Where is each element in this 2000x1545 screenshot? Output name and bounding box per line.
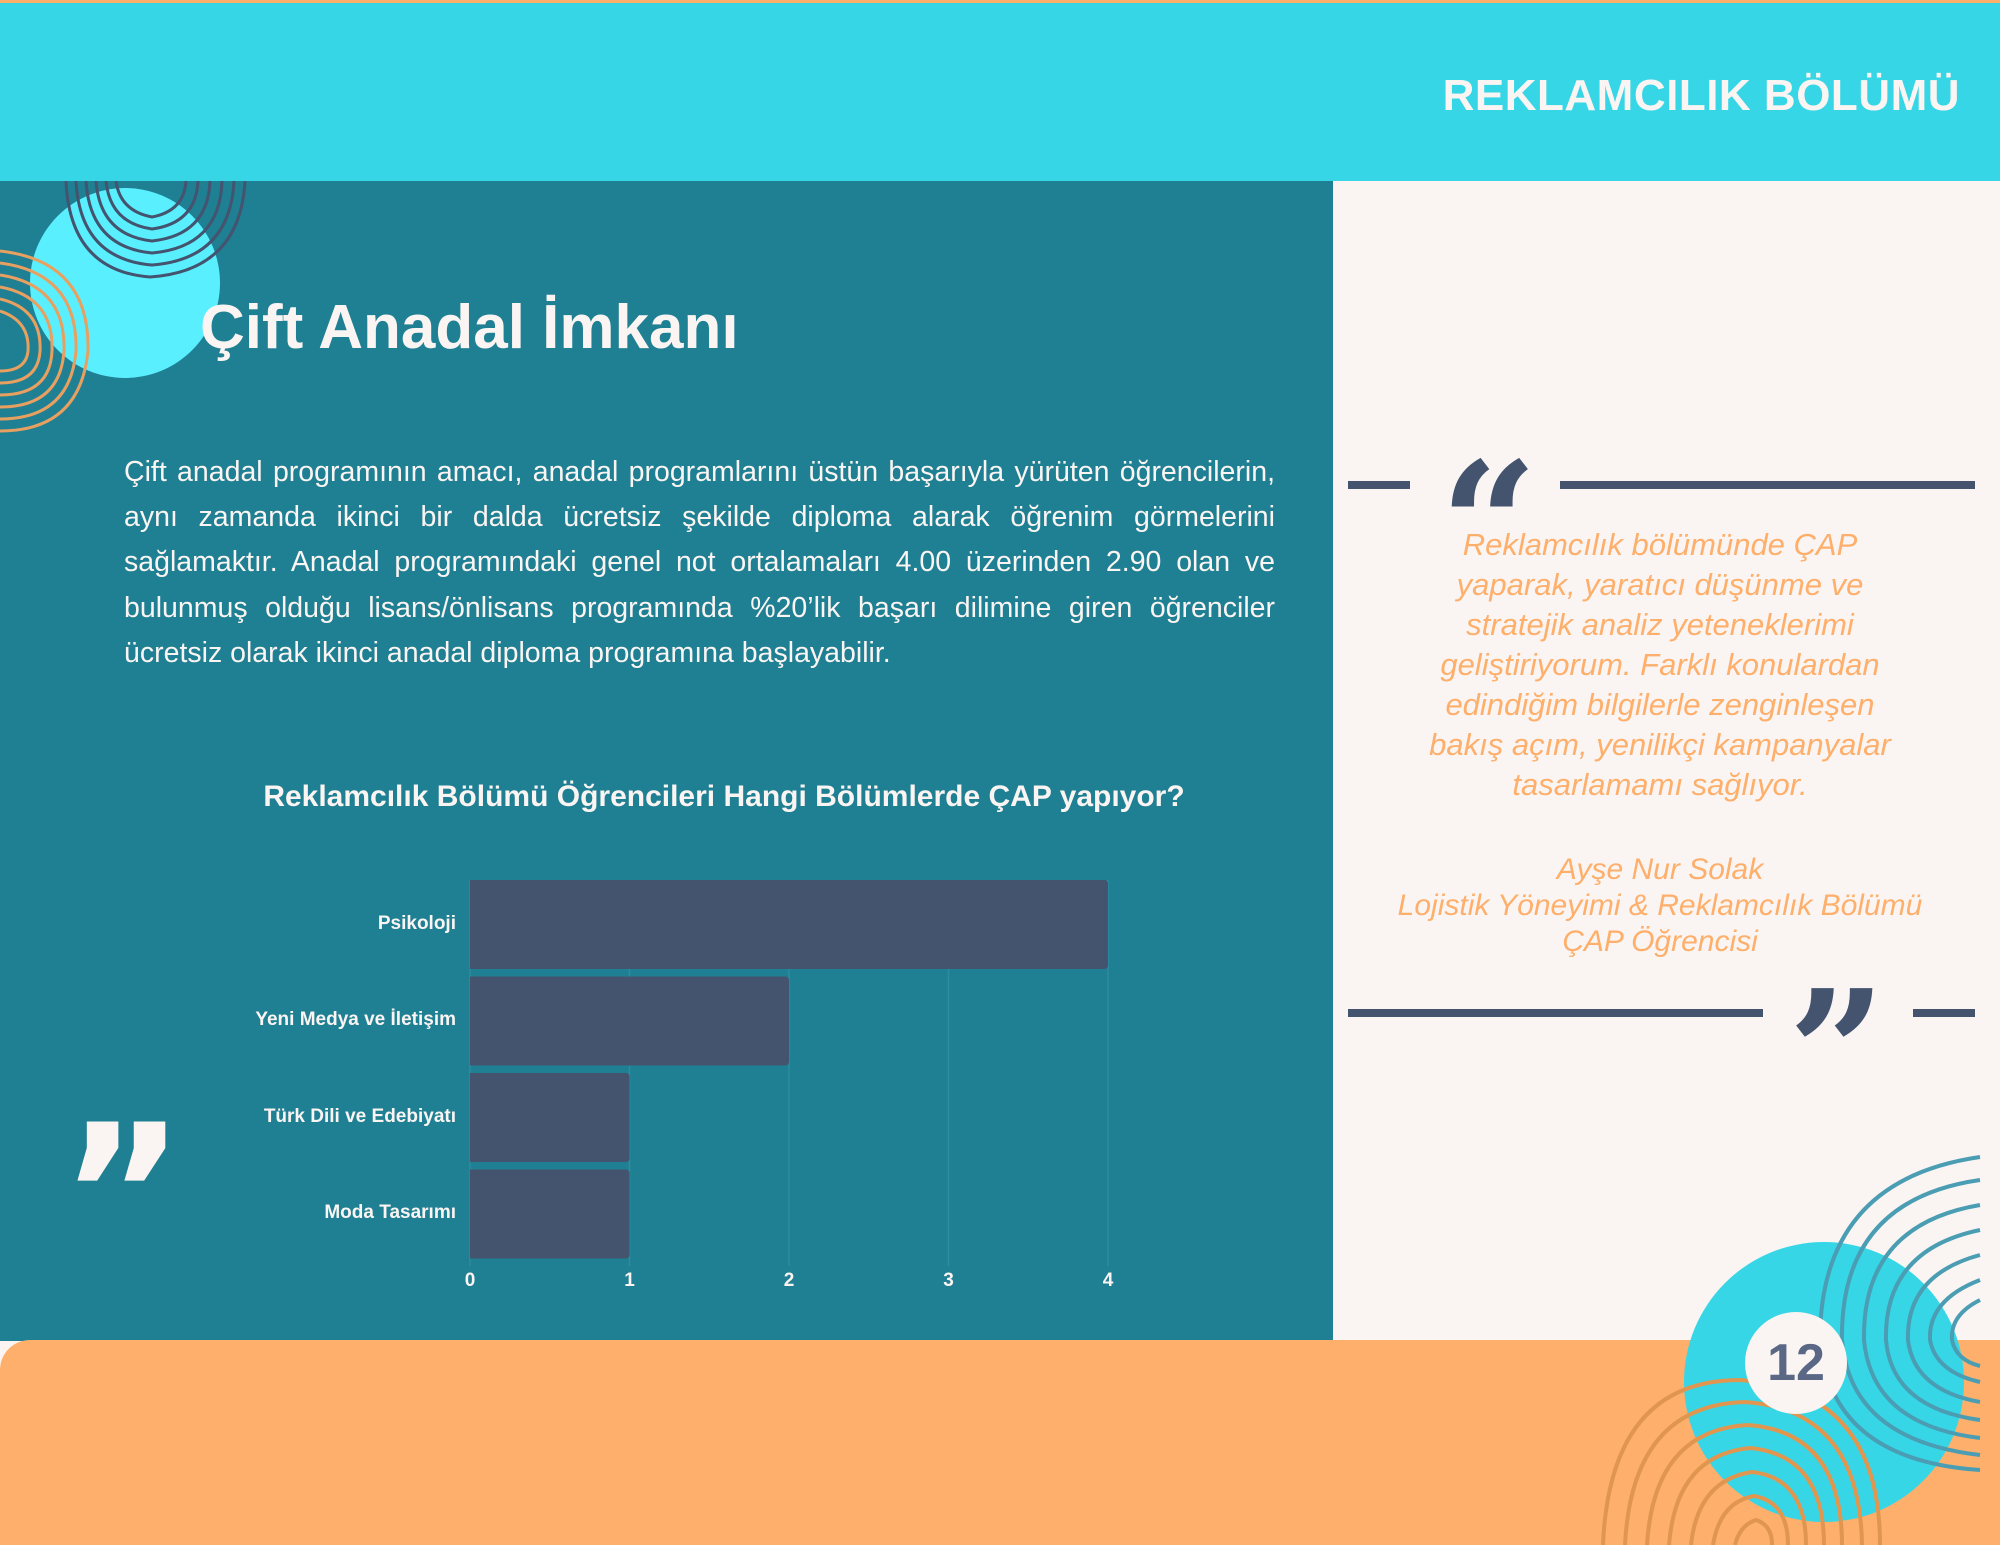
bar [470, 976, 789, 1066]
category-label: Yeni Medya ve İletişim [255, 1009, 456, 1030]
x-tick-label: 2 [783, 1270, 795, 1291]
testimonial-panel [1333, 181, 2000, 1341]
left-panel [0, 181, 1333, 1341]
x-tick-label: 1 [624, 1270, 635, 1291]
author-role: Lojistik Yöneyimi & Reklamcılık Bölümü [1397, 889, 1923, 922]
quote-line: tasarlamamı sağlıyor. [1512, 767, 1808, 802]
footer-band [0, 1340, 2000, 1545]
section-title: REKLAMCILIK BÖLÜMÜ [1442, 71, 1960, 120]
category-label: Moda Tasarımı [324, 1202, 456, 1223]
bar-chart [469, 880, 1109, 1266]
quote-divider-line [1913, 1009, 1975, 1017]
quote-divider-line [1348, 481, 1410, 489]
close-quote-icon: ” [60, 1084, 185, 1305]
category-label: Psikoloji [377, 912, 456, 934]
quote-line: bakış açım, yenilikçi kampanyalar [1429, 727, 1891, 762]
author-role: ÇAP Öğrencisi [1562, 925, 1758, 958]
quote-line: geliştiriyorum. Farklı konulardan [1440, 647, 1880, 682]
bar [470, 1169, 630, 1259]
quote-divider-line [1560, 481, 1975, 489]
intro-paragraph: Çift anadal programının amacı, anadal pr… [124, 456, 1275, 669]
category-label: Türk Dili ve Edebiyatı [263, 1105, 456, 1127]
open-quote-icon: “ [1440, 425, 1538, 625]
quote-divider-line [1348, 1009, 1763, 1017]
page-title: Çift Anadal İmkanı [200, 293, 739, 362]
testimonial-author: Ayşe Nur Solak Lojistik Yöneyimi & Rekla… [1340, 852, 1980, 960]
bar [470, 880, 1108, 969]
decorative-rings-icon [0, 181, 247, 433]
quote-line: stratejik analiz yeteneklerimi [1466, 607, 1854, 642]
x-tick-label: 0 [464, 1270, 476, 1291]
close-quote-icon: ” [1788, 953, 1886, 1153]
bar [470, 1073, 630, 1162]
x-tick-label: 4 [1102, 1270, 1114, 1291]
quote-line: yaparak, yaratıcı düşünme ve [1456, 567, 1864, 602]
testimonial-quote: Reklamcılık bölümünde ÇAP yaparak, yarat… [1360, 525, 1960, 805]
header-bar: REKLAMCILIK BÖLÜMÜ [0, 0, 2000, 181]
author-name: Ayşe Nur Solak [1556, 853, 1764, 886]
chart-title: Reklamcılık Bölümü Öğrencileri Hangi Böl… [263, 780, 1185, 813]
page-number: 12 [1745, 1312, 1847, 1414]
quote-line: edindiğim bilgilerle zenginleşen [1445, 687, 1875, 722]
x-tick-label: 3 [943, 1270, 954, 1291]
quote-line: Reklamcılık bölümünde ÇAP [1462, 527, 1858, 562]
